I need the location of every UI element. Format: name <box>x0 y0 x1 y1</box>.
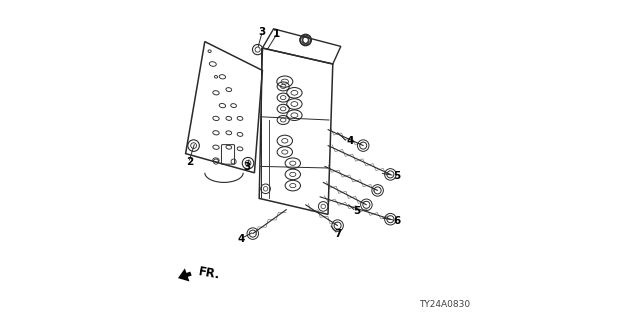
Text: 1: 1 <box>273 28 280 39</box>
Text: 5: 5 <box>393 171 401 181</box>
Text: 4: 4 <box>238 234 245 244</box>
Text: 7: 7 <box>335 228 342 239</box>
Text: 4: 4 <box>347 136 354 147</box>
Text: 6: 6 <box>393 216 401 226</box>
Text: 2: 2 <box>186 156 193 167</box>
Text: 3: 3 <box>258 27 266 37</box>
Text: TY24A0830: TY24A0830 <box>419 300 470 309</box>
Text: 3: 3 <box>243 162 250 172</box>
FancyArrowPatch shape <box>178 268 191 282</box>
Text: 5: 5 <box>353 206 360 216</box>
Text: FR.: FR. <box>198 265 221 282</box>
